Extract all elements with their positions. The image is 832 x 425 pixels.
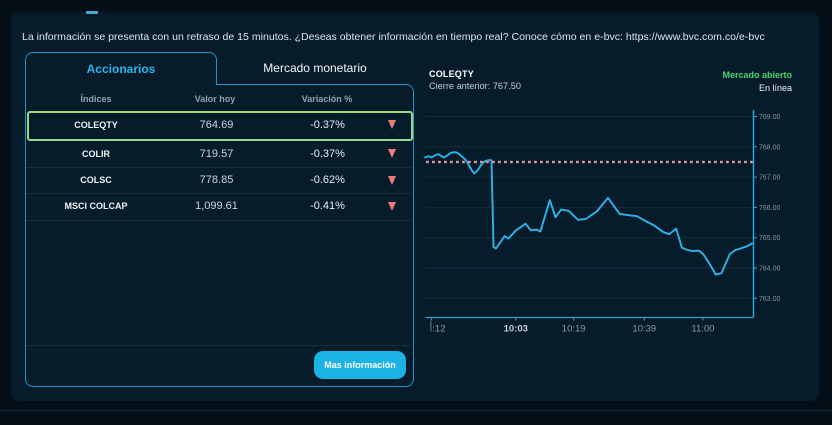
- svg-text:763.00: 763.00: [759, 296, 781, 303]
- svg-text:10:19: 10:19: [562, 323, 586, 334]
- svg-text:768.00: 768.00: [759, 144, 781, 151]
- svg-text:765.00: 765.00: [759, 235, 781, 242]
- svg-text::12: :12: [432, 323, 445, 334]
- svg-text:766.00: 766.00: [759, 205, 781, 212]
- svg-text:764.00: 764.00: [759, 266, 781, 273]
- svg-text:769.00: 769.00: [759, 114, 781, 121]
- svg-text:11:00: 11:00: [691, 323, 714, 334]
- svg-text:767.00: 767.00: [759, 175, 781, 182]
- svg-text:10:39: 10:39: [632, 323, 656, 334]
- svg-text:10:03: 10:03: [504, 323, 528, 334]
